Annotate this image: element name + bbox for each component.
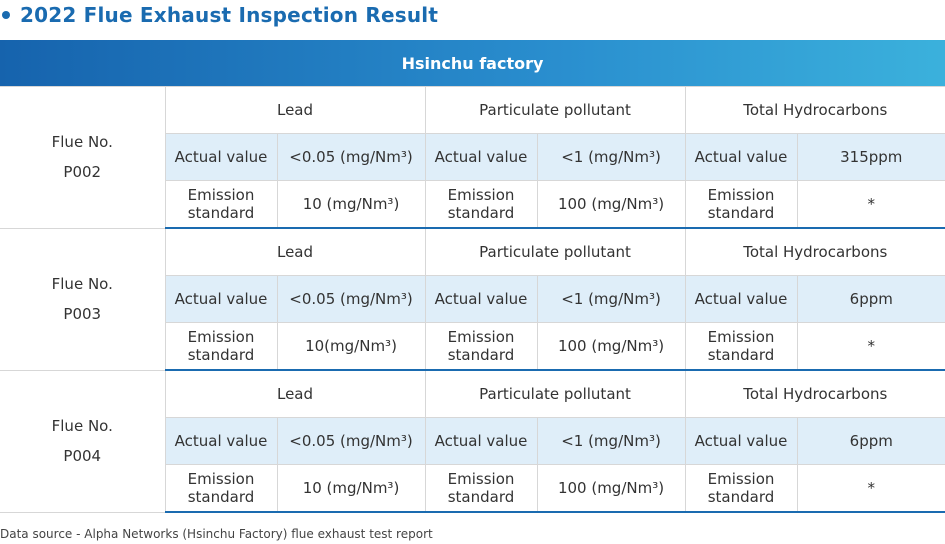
- table-row: Actual value <0.05 (mg/Nm³) Actual value <1…: [0, 275, 945, 323]
- hydrocarbons-standard: *: [796, 180, 945, 229]
- flue-cell: Flue No. P002: [0, 86, 166, 229]
- particulate-standard: 100 (mg/Nm³): [536, 322, 686, 371]
- emission-word: Emission: [447, 470, 515, 488]
- emission-word: Emission: [447, 186, 515, 204]
- particulate-header: Particulate pollutant: [424, 86, 686, 134]
- factory-header: Hsinchu factory: [0, 40, 945, 86]
- particulate-actual: <1 (mg/Nm³): [536, 417, 686, 465]
- emission-standard-label: Emission standard: [424, 322, 538, 371]
- emission-standard-label: Emission standard: [164, 180, 278, 229]
- table-row: Actual value <0.05 (mg/Nm³) Actual value <1…: [0, 133, 945, 181]
- standard-word: standard: [187, 488, 255, 506]
- actual-label: Actual value: [684, 133, 798, 181]
- page-title: 2022 Flue Exhaust Inspection Result: [20, 3, 439, 27]
- hydrocarbons-actual: 6ppm: [796, 275, 945, 323]
- lead-standard: 10 (mg/Nm³): [276, 180, 426, 229]
- emission-standard-label: Emission standard: [164, 464, 278, 513]
- standard-word: standard: [707, 488, 775, 506]
- standard-word: standard: [447, 346, 515, 364]
- particulate-header: Particulate pollutant: [424, 227, 686, 276]
- actual-label: Actual value: [164, 275, 278, 323]
- emission-word: Emission: [187, 186, 255, 204]
- emission-word: Emission: [187, 328, 255, 346]
- table-row: Emission standard 10(mg/Nm³) Emission standa…: [0, 322, 945, 371]
- emission-standard-label: Emission standard: [164, 322, 278, 371]
- title-row: 2022 Flue Exhaust Inspection Result: [0, 0, 945, 30]
- lead-actual: <0.05 (mg/Nm³): [276, 275, 426, 323]
- standard-word: standard: [447, 488, 515, 506]
- inspection-table: Flue No. P002 Lead Particulate pollutant Tot…: [0, 86, 945, 513]
- particulate-actual: <1 (mg/Nm³): [536, 133, 686, 181]
- bullet-icon: [2, 11, 10, 19]
- flue-number: P003: [63, 305, 102, 323]
- lead-actual: <0.05 (mg/Nm³): [276, 417, 426, 465]
- hydrocarbons-actual: 315ppm: [796, 133, 945, 181]
- emission-standard-label: Emission standard: [424, 180, 538, 229]
- actual-label: Actual value: [684, 275, 798, 323]
- particulate-standard: 100 (mg/Nm³): [536, 464, 686, 513]
- emission-word: Emission: [707, 186, 775, 204]
- hydrocarbons-standard: *: [796, 322, 945, 371]
- hydrocarbons-header: Total Hydrocarbons: [684, 86, 945, 134]
- flue-cell: Flue No. P003: [0, 227, 166, 371]
- flue-label: Flue No.: [51, 275, 113, 293]
- lead-actual: <0.05 (mg/Nm³): [276, 133, 426, 181]
- hydrocarbons-actual: 6ppm: [796, 417, 945, 465]
- lead-header: Lead: [164, 86, 426, 134]
- standard-word: standard: [447, 204, 515, 222]
- lead-standard: 10(mg/Nm³): [276, 322, 426, 371]
- emission-standard-label: Emission standard: [684, 464, 798, 513]
- table-row: Actual value <0.05 (mg/Nm³) Actual value <1…: [0, 417, 945, 465]
- emission-word: Emission: [187, 470, 255, 488]
- flue-number: P002: [63, 163, 102, 182]
- actual-label: Actual value: [684, 417, 798, 465]
- standard-word: standard: [707, 346, 775, 364]
- actual-label: Actual value: [164, 417, 278, 465]
- standard-word: standard: [187, 204, 255, 222]
- standard-word: standard: [707, 204, 775, 222]
- particulate-actual: <1 (mg/Nm³): [536, 275, 686, 323]
- emission-standard-label: Emission standard: [424, 464, 538, 513]
- factory-name: Hsinchu factory: [401, 53, 544, 73]
- lead-standard: 10 (mg/Nm³): [276, 464, 426, 513]
- particulate-standard: 100 (mg/Nm³): [536, 180, 686, 229]
- actual-label: Actual value: [424, 133, 538, 181]
- flue-cell: Flue No. P004: [0, 369, 166, 513]
- lead-header: Lead: [164, 369, 426, 418]
- standard-word: standard: [187, 346, 255, 364]
- lead-header: Lead: [164, 227, 426, 276]
- hydrocarbons-header: Total Hydrocarbons: [684, 369, 945, 418]
- table-row: Emission standard 10 (mg/Nm³) Emission stand…: [0, 464, 945, 513]
- actual-label: Actual value: [424, 417, 538, 465]
- flue-number: P004: [63, 447, 102, 465]
- emission-word: Emission: [447, 328, 515, 346]
- particulate-header: Particulate pollutant: [424, 369, 686, 418]
- hydrocarbons-header: Total Hydrocarbons: [684, 227, 945, 276]
- actual-label: Actual value: [164, 133, 278, 181]
- table-row: Emission standard 10 (mg/Nm³) Emission stand…: [0, 180, 945, 229]
- actual-label: Actual value: [424, 275, 538, 323]
- table-row: Flue No. P002 Lead Particulate pollutant Tot…: [0, 86, 945, 229]
- emission-word: Emission: [707, 328, 775, 346]
- emission-standard-label: Emission standard: [684, 180, 798, 229]
- table-row: Flue No. P003 Lead Particulate pollutant Tot…: [0, 227, 945, 371]
- emission-word: Emission: [707, 470, 775, 488]
- data-source-note: Data source - Alpha Networks (Hsinchu Fa…: [0, 527, 433, 541]
- emission-standard-label: Emission standard: [684, 322, 798, 371]
- flue-label: Flue No.: [51, 417, 113, 435]
- hydrocarbons-standard: *: [796, 464, 945, 513]
- table-row: Flue No. P004 Lead Particulate pollutant Tot…: [0, 369, 945, 513]
- flue-label: Flue No.: [51, 133, 113, 152]
